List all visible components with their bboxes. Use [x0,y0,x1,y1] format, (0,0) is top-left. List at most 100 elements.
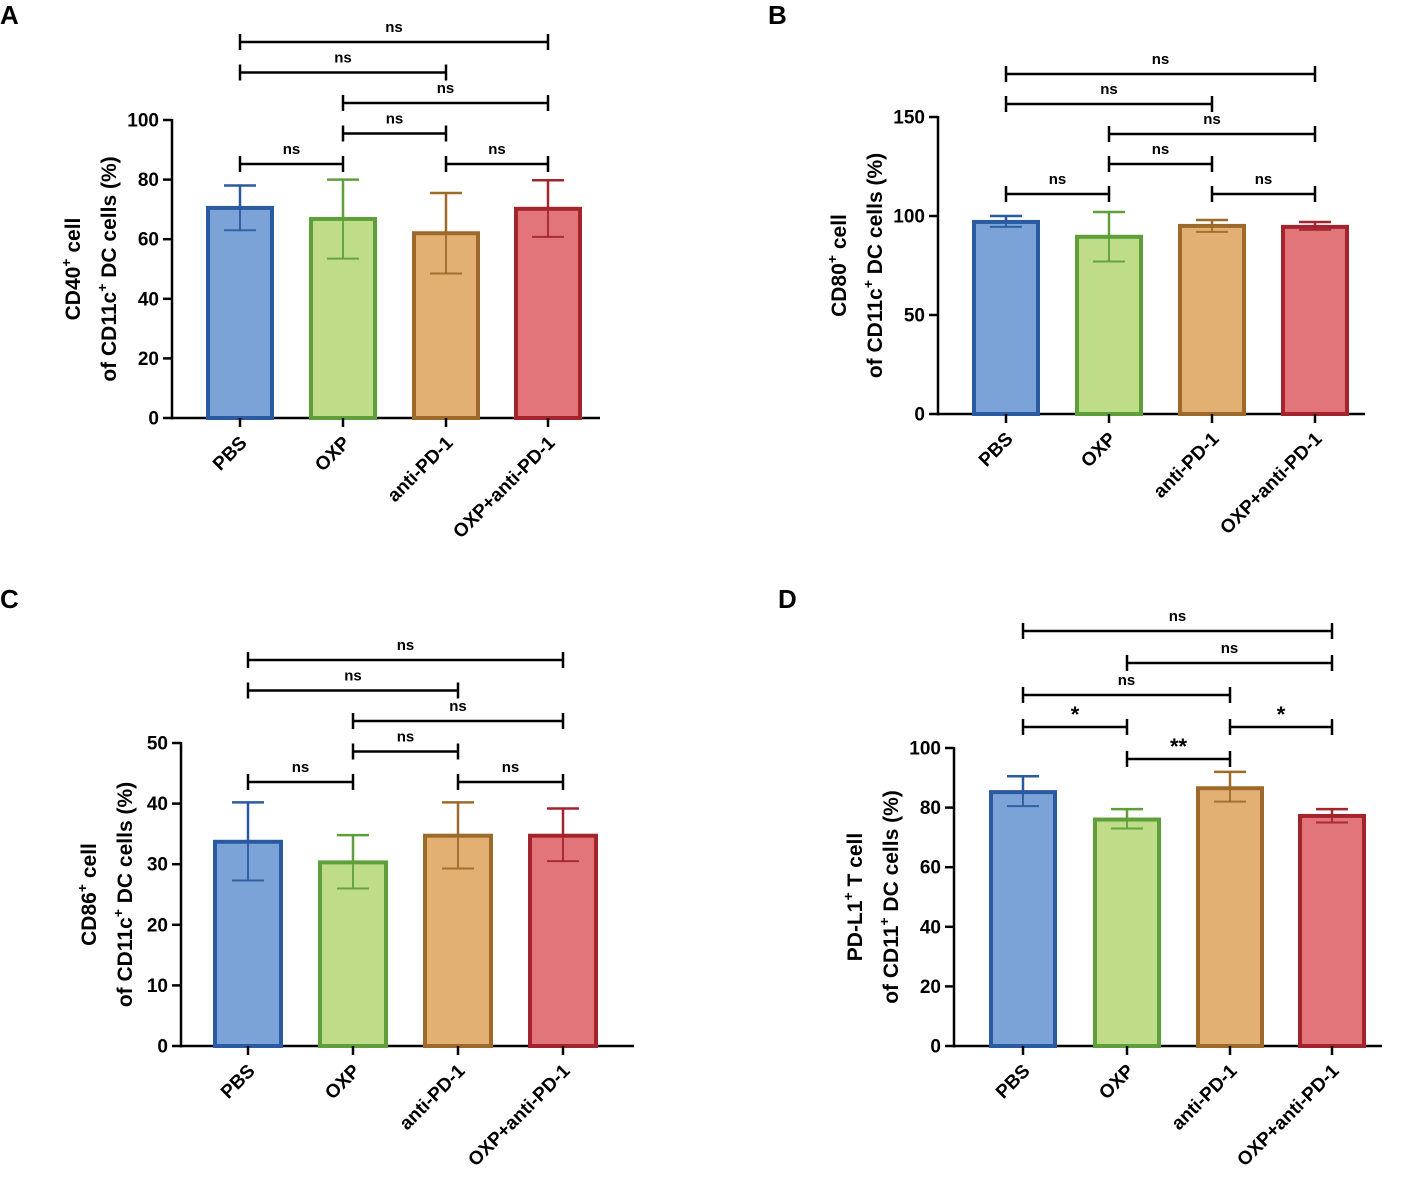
bar-oxp-anti-pd-1 [1298,813,1366,1048]
x-label-anti-pd-1: anti-PD-1 [384,432,458,506]
bar-pbs [972,219,1040,416]
y-axis-label-rest: cell [78,843,101,884]
y-tick-label: 50 [147,734,168,755]
y-axis-label-line1: CD86+ cell [74,843,101,946]
x-label-oxp: OXP [1095,1060,1138,1103]
bar-oxp [318,860,388,1049]
y-tick-label: 100 [127,111,159,132]
sig-label: ns [386,111,404,128]
y-tick-label: 20 [920,977,941,998]
panel-c: C 0 10 20 30 40 50 PBS OXP anti-PD-1OXP+anti-PD-1… [0,584,634,1171]
x-label-pbs: PBS [975,429,1017,471]
x-label-pbs: PBS [992,1061,1034,1103]
x-label-oxp: OXP [321,1060,364,1103]
sig-label: ns [1255,171,1273,188]
sig-label: * [1277,702,1286,727]
y-axis-label-line2: of CD11+ DC cells (%) [876,790,903,1004]
panel-a: A 0 20 40 60 80 100 PBS OXP anti-PD-1OXP+anti-PD-… [0,0,600,543]
sig-label: ns [1100,81,1118,98]
y-tick-label: 60 [920,858,941,879]
x-label-oxp: OXP [1077,428,1120,471]
sig-label: ns [397,637,415,654]
sig-label: ns [334,50,352,67]
y-tick-label: 0 [148,409,159,430]
y-axis-label-line2: of CD11c+ DC cells (%) [94,156,121,381]
sig-label: ns [1152,141,1170,158]
y-tick-label: 40 [147,794,168,815]
y-axis-label-pre: of CD11 [880,925,903,1004]
y-axis-label-rest: cell [828,214,851,255]
y-tick-label: 30 [147,855,168,876]
sig-label: ns [502,759,520,776]
y-tick-label: 0 [930,1037,941,1058]
bar-anti-pd-1 [1196,786,1264,1048]
x-label-pbs: PBS [217,1061,259,1103]
y-tick-label: 0 [157,1037,168,1058]
sig-label: ns [283,141,301,158]
sig-label: ns [449,698,467,715]
y-tick-label: 150 [893,108,925,129]
sig-label: * [1071,702,1080,727]
sig-label: ns [1203,111,1221,128]
y-axis-label-post: DC cells (%) [864,153,887,280]
x-label-oxp-anti-pd-1: OXP+anti-PD-1 [464,1060,574,1170]
sig-label: ns [1118,672,1136,689]
panel-letter: D [778,584,797,614]
y-axis-label-rest: T cell [844,833,867,893]
y-axis-label-marker: CD86 [78,892,101,946]
y-axis-label-marker: CD40 [62,267,85,321]
y-tick-label: 100 [909,739,941,760]
y-tick-label: 20 [147,915,168,936]
y-tick-label: 0 [914,405,925,426]
bar-oxp-anti-pd-1 [1281,224,1349,416]
sig-label: ns [1152,51,1170,68]
bar-oxp [1075,234,1143,416]
x-label-anti-pd-1: anti-PD-1 [396,1060,470,1134]
y-axis-label-sup: + [94,284,110,292]
y-axis-label-post: DC cells (%) [114,782,137,909]
y-axis-label-rest: cell [62,218,85,259]
sig-label: ns [385,19,403,36]
y-axis-label-line2: of CD11c+ DC cells (%) [860,153,887,378]
y-tick-label: 60 [138,230,159,251]
y-axis-label-marker: CD80 [828,263,851,317]
y-tick-label: 10 [147,976,168,997]
y-axis-label-sup: + [58,258,74,266]
y-tick-label: 40 [920,917,941,938]
sig-label: ns [488,141,506,158]
sig-label: ns [1221,640,1239,657]
y-axis-label-pre: of CD11c [114,917,137,1007]
y-tick-label: 80 [920,798,941,819]
panel-letter: A [0,0,19,30]
bar-oxp-anti-pd-1 [528,833,598,1049]
bar-oxp [1093,817,1161,1049]
bar-pbs [206,205,274,420]
sig-label: ns [292,759,310,776]
y-axis-label-sup: + [824,255,840,263]
x-label-oxp-anti-pd-1: OXP+anti-PD-1 [1216,428,1326,538]
y-axis-label-post: DC cells (%) [98,156,121,283]
y-axis-label-sup: + [74,884,90,892]
y-axis-label-line1: CD40+ cell [58,218,85,321]
y-axis-label-sup: + [110,909,126,917]
bar-oxp-anti-pd-1 [514,206,582,420]
sig-label: ns [344,668,362,685]
sig-label: ns [437,80,455,97]
x-label-oxp-anti-pd-1: OXP+anti-PD-1 [1233,1060,1343,1170]
y-axis-label-line2: of CD11c+ DC cells (%) [110,782,137,1007]
y-axis-label-line1: CD80+ cell [824,214,851,317]
y-axis-label-sup: + [840,892,856,900]
x-label-pbs: PBS [209,433,251,475]
bar-anti-pd-1 [1178,223,1246,416]
x-label-anti-pd-1: anti-PD-1 [1168,1060,1242,1134]
panel-d: D 0 20 40 60 80 100 PBS OXP anti-PD-1OXP+anti-PD-… [778,584,1382,1171]
sig-label: ns [397,729,415,746]
y-axis-label-sup: + [876,917,892,925]
y-axis-label-line1: PD-L1+ T cell [840,833,867,961]
y-axis-label-pre: of CD11c [98,291,121,381]
y-axis-label-marker: PD-L1 [844,900,867,961]
x-label-oxp-anti-pd-1: OXP+anti-PD-1 [449,432,559,542]
sig-label: ns [1169,608,1187,625]
